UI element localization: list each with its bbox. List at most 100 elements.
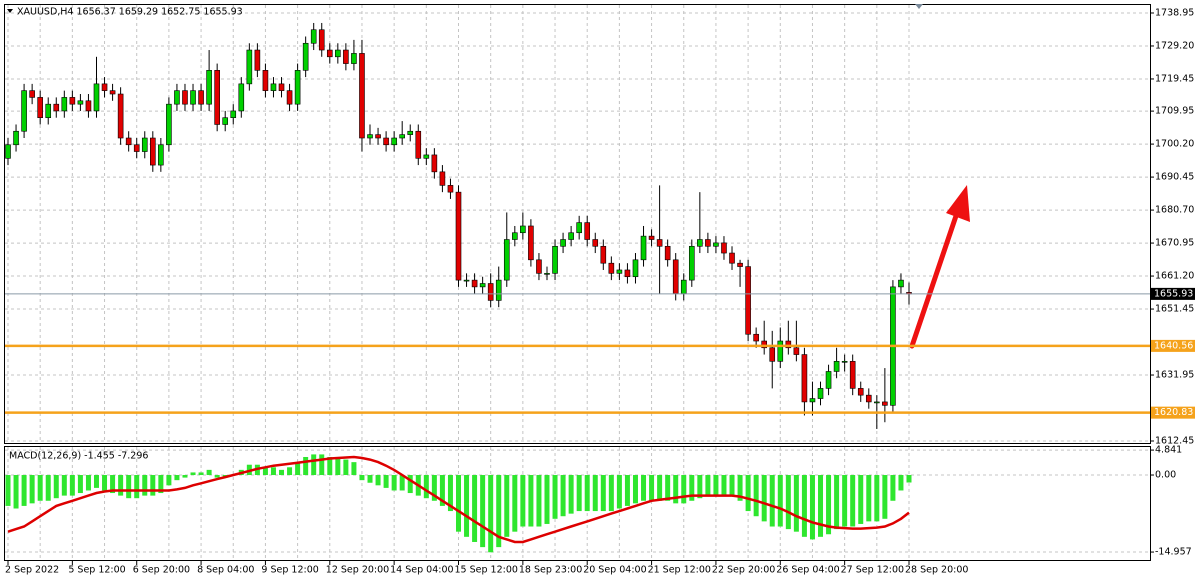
y-tick-label: 1729.20 — [1155, 40, 1194, 51]
histogram-bar — [576, 475, 582, 512]
candle-body — [326, 49, 333, 58]
candle-body — [608, 262, 615, 274]
histogram-bar — [351, 462, 357, 476]
histogram-bar — [399, 475, 405, 491]
x-tick-label: 9 Sep 12:00 — [261, 565, 318, 576]
candle-body — [93, 83, 100, 112]
histogram-bar — [624, 475, 630, 506]
candle-body — [238, 83, 245, 112]
candle-body — [640, 235, 647, 261]
candle-body — [632, 259, 639, 278]
candle-body — [222, 117, 229, 125]
candle-body — [600, 245, 607, 264]
x-tick-label: 26 Sep 04:00 — [776, 565, 839, 576]
candle-body — [849, 361, 856, 389]
candle-body — [495, 279, 502, 301]
histogram-bar — [279, 469, 285, 476]
candle-body — [310, 29, 317, 44]
candle-body — [407, 130, 414, 135]
candle-body — [785, 340, 792, 349]
candle-body — [294, 70, 301, 105]
histogram-bar — [705, 475, 711, 496]
x-tick-label: 8 Sep 04:00 — [197, 565, 254, 576]
macd-frame — [4, 446, 1151, 561]
histogram-bar — [536, 475, 542, 527]
histogram-bar — [126, 475, 132, 499]
histogram-bar — [303, 456, 309, 476]
histogram-bar — [906, 475, 912, 483]
histogram-bar — [5, 475, 11, 506]
candle-body — [359, 53, 365, 139]
y-tick-label: 1709.95 — [1155, 106, 1194, 117]
histogram-bar — [431, 475, 437, 501]
candle-body — [117, 93, 124, 139]
candle-body — [61, 97, 68, 112]
candle-body — [375, 134, 381, 139]
histogram-bar — [632, 475, 638, 504]
candle-body — [286, 90, 293, 105]
candle-body — [53, 103, 60, 112]
candle-body — [463, 279, 470, 282]
candle-body — [37, 97, 43, 119]
histogram-bar — [367, 475, 373, 483]
candle-body — [431, 154, 438, 173]
candle-body — [576, 222, 582, 234]
annotation-arrow — [909, 185, 970, 349]
candle-body — [672, 259, 679, 294]
histogram-bar — [214, 475, 220, 478]
histogram-bar — [480, 475, 486, 548]
price-label-bg — [1151, 287, 1195, 300]
candle-body — [882, 401, 888, 406]
histogram-bar — [874, 475, 880, 522]
x-tick-label: 18 Sep 23:00 — [519, 565, 582, 576]
candle-body — [270, 83, 277, 91]
histogram-bar — [729, 475, 735, 496]
histogram-bar — [270, 467, 276, 476]
histogram-bar — [287, 467, 293, 476]
level-label: 1620.83 — [1154, 407, 1193, 418]
candle-body — [705, 239, 711, 247]
histogram-bar — [641, 475, 647, 501]
histogram-bar — [697, 475, 703, 499]
candle-body — [737, 262, 743, 267]
histogram-bar — [439, 475, 445, 506]
candle-body — [769, 347, 776, 362]
candle-body — [520, 225, 526, 234]
candle-body — [230, 110, 237, 119]
y-tick-label: 1651.45 — [1155, 304, 1194, 315]
histogram-bar — [649, 475, 655, 501]
candle-body — [753, 333, 759, 342]
level-label-bg — [1151, 406, 1195, 419]
x-tick-label: 2 Sep 2022 — [5, 565, 59, 576]
candle-body — [13, 130, 19, 146]
candle-body — [262, 70, 269, 91]
candle-body — [198, 90, 204, 105]
candle-body — [584, 222, 591, 240]
histogram-bar — [608, 475, 614, 512]
candle-body — [383, 137, 389, 146]
candle-body — [77, 100, 84, 105]
histogram-bar — [158, 475, 164, 494]
x-tick-label: 21 Sep 12:00 — [648, 565, 711, 576]
arrow-head — [946, 185, 970, 222]
candle-body — [777, 340, 784, 362]
menu-arrow — [7, 9, 13, 13]
histogram-bar — [262, 467, 268, 476]
candle-body — [29, 90, 35, 98]
candle-body — [544, 273, 550, 275]
macd-title: MACD(12,26,9) -1.455 -7.296 — [9, 451, 148, 462]
y-tick-label: 1612.45 — [1155, 436, 1194, 447]
candle-body — [45, 103, 52, 119]
x-tick-label: 28 Sep 20:00 — [905, 565, 968, 576]
candle-body — [680, 279, 687, 294]
histogram-bar — [488, 475, 494, 553]
histogram-bar — [447, 475, 453, 512]
y-tick-label: 1680.70 — [1155, 205, 1194, 216]
histogram-bar — [657, 475, 663, 501]
histogram-bar — [456, 475, 461, 532]
histogram-bar — [311, 454, 317, 476]
histogram-bar — [472, 475, 478, 542]
candle-body — [616, 269, 623, 274]
candle-body — [688, 245, 695, 281]
